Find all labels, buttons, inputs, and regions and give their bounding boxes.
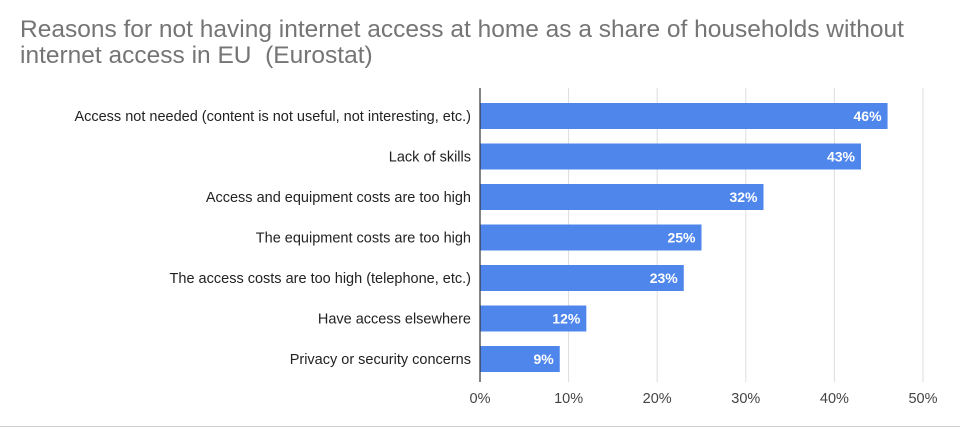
bar — [480, 103, 888, 129]
bars: 46% 43% 32% 25% 23% 12% 9% — [480, 103, 888, 372]
data-label: 32% — [729, 189, 758, 205]
chart-title: Reasons for not having internet access a… — [20, 16, 911, 69]
bar — [480, 143, 861, 170]
x-tick-label: 10% — [554, 391, 583, 407]
category-label: The equipment costs are too high — [256, 231, 471, 247]
bar — [480, 265, 684, 291]
bar — [480, 184, 764, 210]
bar — [480, 224, 702, 251]
category-label: Access and equipment costs are too high — [206, 190, 471, 206]
data-label: 25% — [667, 230, 696, 246]
x-tick-label: 20% — [643, 391, 672, 407]
data-label: 23% — [650, 270, 679, 286]
data-label: 12% — [552, 311, 581, 327]
x-axis-ticks: 0% 10% 20% 30% 40% 50% — [470, 391, 938, 407]
bar — [480, 346, 560, 372]
category-labels: Access not needed (content is not useful… — [74, 109, 471, 368]
x-tick-label: 40% — [820, 391, 849, 407]
x-tick-label: 30% — [731, 391, 760, 407]
bottom-divider — [0, 426, 960, 427]
x-tick-label: 50% — [908, 391, 937, 407]
category-label: Lack of skills — [389, 150, 471, 166]
data-label: 9% — [534, 351, 555, 367]
bar — [480, 305, 587, 332]
category-label: Access not needed (content is not useful… — [74, 109, 471, 125]
x-tick-label: 0% — [470, 391, 491, 407]
category-label: Have access elsewhere — [318, 312, 471, 328]
category-label: Privacy or security concerns — [290, 352, 471, 368]
category-label: The access costs are too high (telephone… — [170, 271, 471, 287]
data-label: 43% — [827, 149, 856, 165]
data-label: 46% — [854, 108, 883, 124]
